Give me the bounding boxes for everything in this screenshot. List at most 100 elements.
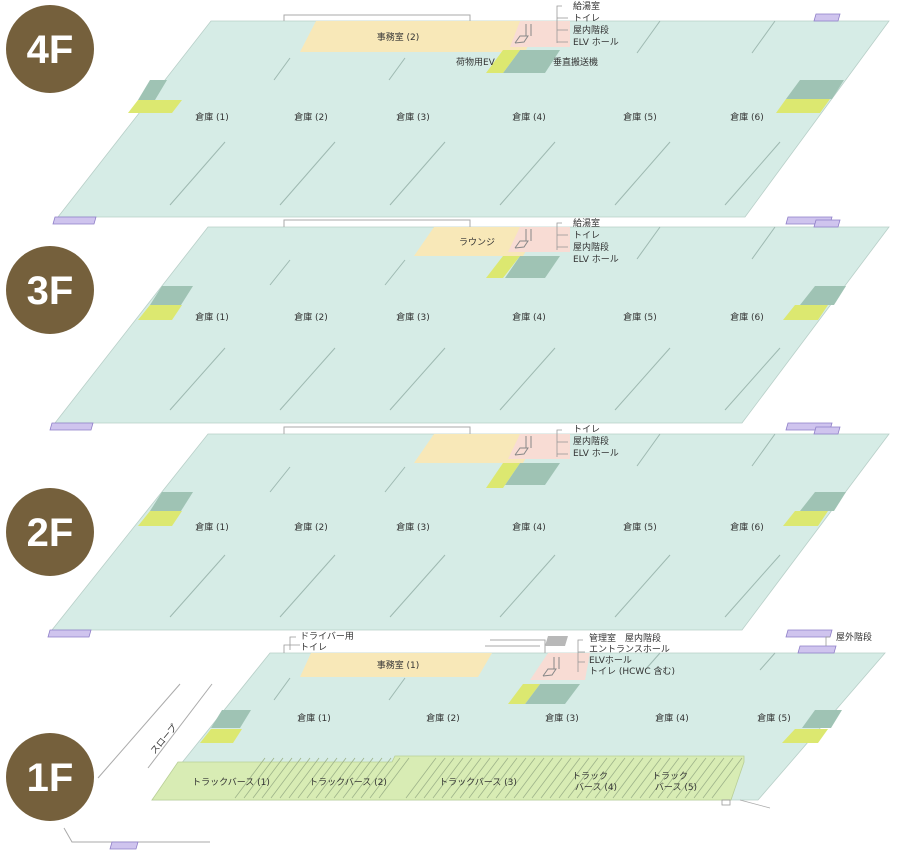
stair-landing-left-3f <box>138 305 182 320</box>
warehouse-label: 倉庫 (4) <box>512 311 546 323</box>
hatch-line <box>495 757 527 799</box>
cargo-lift-1f <box>508 684 540 704</box>
stair-landing-left-4f <box>128 100 182 113</box>
stair-icon-1f <box>542 657 560 677</box>
floor-3f-divider-lines <box>169 226 781 411</box>
warehouse-label: 倉庫 (5) <box>623 311 657 323</box>
hatch-line <box>279 757 311 799</box>
hatch-line <box>702 757 734 799</box>
floor-3f-slab <box>54 226 890 424</box>
floor-badge-1f-label: 1F <box>27 756 74 800</box>
floor-4f-rooftop-outline <box>283 14 471 21</box>
stair-icon-2f <box>514 436 532 456</box>
warehouse-label: 倉庫 (3) <box>396 311 430 323</box>
truck-berth-label: トラックバース (3) <box>439 777 517 788</box>
hatch-line <box>306 757 338 799</box>
hatch-line <box>675 757 707 799</box>
floor-2f-rooftop-outline <box>283 426 471 434</box>
floor-badge-3f: 3F <box>6 246 94 334</box>
hatch-line <box>477 757 509 799</box>
outdoor-stair-tl-3f <box>49 422 94 431</box>
service-area-2f <box>508 434 570 459</box>
warehouse-label: 倉庫 (6) <box>730 521 764 533</box>
warehouse-label: 倉庫 (6) <box>730 311 764 323</box>
slope-ramp <box>97 683 213 779</box>
gate-marker-1f <box>721 799 731 806</box>
office-label-1f: 事務室 (1) <box>377 659 420 671</box>
hatch-line <box>486 757 518 799</box>
hatch-line <box>360 757 392 799</box>
service-label: 給湯室 <box>573 0 600 12</box>
hatch-line <box>423 757 455 799</box>
hatch-line <box>594 757 626 799</box>
outdoor-stair-tr-3f <box>813 219 841 228</box>
floor-4f-slab <box>57 20 890 218</box>
warehouse-label: 倉庫 (4) <box>512 521 546 533</box>
service-label: トイレ (HCWC 含む) <box>589 665 675 677</box>
floor-badge-3f-label: 3F <box>27 269 74 313</box>
driver-area-outline <box>283 644 300 653</box>
floor-2f-divider-lines <box>169 433 781 618</box>
labels-1f: 事務室 (1) 倉庫 (1) 倉庫 (2) 倉庫 (3) 倉庫 (4) 倉庫 (… <box>148 631 872 793</box>
hatch-line <box>549 757 581 799</box>
warehouse-label: 倉庫 (4) <box>512 111 546 123</box>
truck-berth-label: トラックバース (2) <box>309 777 387 788</box>
floor-badge-4f-label: 4F <box>27 28 74 72</box>
stair-core-right-3f <box>800 286 846 305</box>
stair-core-right-4f <box>786 80 844 99</box>
stair-icon-3f <box>514 229 532 249</box>
gate-outline-1f <box>739 799 771 809</box>
hatch-line <box>711 757 743 799</box>
elv-shaft-1f <box>525 684 580 704</box>
hatch-line <box>414 757 446 799</box>
cargo-ev-4f <box>486 50 520 73</box>
hatch-line <box>693 757 725 799</box>
service-area-3f <box>508 227 570 252</box>
floor-1f <box>63 636 886 850</box>
service-area-4f <box>510 21 570 47</box>
cargo-lift-3f <box>486 256 520 278</box>
hatch-line <box>666 757 698 799</box>
truck-berth-label: バース (4) <box>575 782 617 793</box>
hatch-line <box>405 757 437 799</box>
office-label-4f: 事務室 (2) <box>377 31 420 43</box>
leader-lines-2f <box>556 429 568 457</box>
stair-landing-left-2f <box>138 511 182 526</box>
hatch-line <box>252 757 284 799</box>
hatch-line <box>630 757 662 799</box>
service-label: ELV ホール <box>573 37 619 48</box>
elv-shaft-3f <box>505 256 560 278</box>
hatch-line <box>468 757 500 799</box>
office-2f <box>414 434 540 463</box>
warehouse-label: 倉庫 (3) <box>396 111 430 123</box>
labels-3f: ラウンジ 倉庫 (1) 倉庫 (2) 倉庫 (3) 倉庫 (4) 倉庫 (5) … <box>195 217 764 323</box>
hatch-line <box>603 757 635 799</box>
hatch-line <box>648 757 680 799</box>
stair-core-right-1f <box>802 710 842 728</box>
outdoor-stair-br-2f <box>785 629 833 638</box>
warehouse-label: 倉庫 (2) <box>294 521 328 533</box>
truck-berth-label: バース (5) <box>655 782 697 793</box>
floor-2f-slab <box>51 433 890 631</box>
leader-lines-1f <box>289 636 830 672</box>
warehouse-label: 倉庫 (2) <box>294 311 328 323</box>
hatch-line <box>621 757 653 799</box>
stair-landing-right-3f <box>783 305 828 320</box>
driver-label: トイレ <box>300 643 327 653</box>
floor-3f-rooftop-outline <box>283 219 471 227</box>
hatch-line <box>288 757 320 799</box>
hatch-line <box>567 757 599 799</box>
hatch-line <box>261 757 293 799</box>
warehouse-label: 倉庫 (1) <box>297 712 331 724</box>
service-label: トイレ <box>573 14 600 24</box>
service-label: ELV ホール <box>573 254 619 265</box>
access-road-outline <box>63 827 210 843</box>
stair-landing-right-2f <box>783 511 828 526</box>
slope-label: スロープ <box>148 722 179 756</box>
floor-4f-divider-lines <box>169 20 781 206</box>
hatch-line <box>369 757 401 799</box>
lounge-3f <box>414 227 540 256</box>
leader-lines-4f <box>556 5 568 43</box>
hatch-line <box>351 757 383 799</box>
